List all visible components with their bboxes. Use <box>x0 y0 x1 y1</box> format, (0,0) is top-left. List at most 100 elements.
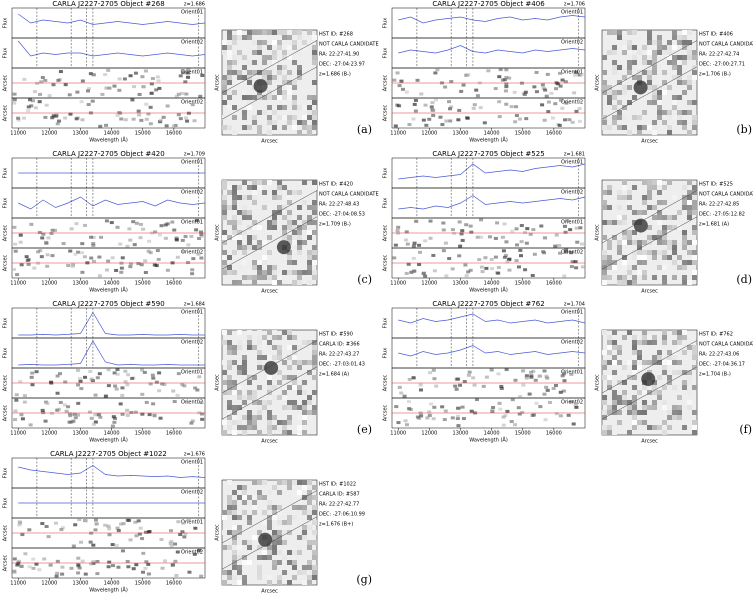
noise <box>458 383 463 387</box>
cutout-pixel <box>247 60 252 65</box>
cutout-pixel <box>247 80 252 85</box>
cutout-pixel <box>222 390 227 395</box>
cutout-pixel <box>637 260 642 265</box>
cutout-pixel <box>242 125 247 130</box>
noise <box>415 415 420 419</box>
cutout-pixel <box>267 120 272 125</box>
noise <box>443 85 448 89</box>
cutout-pixel <box>287 375 292 380</box>
cutout-pixel <box>602 85 607 90</box>
noise <box>161 115 166 119</box>
cutout-pixel <box>247 515 252 520</box>
cutout-pixel <box>232 195 237 200</box>
noise <box>171 389 176 393</box>
noise <box>448 119 453 123</box>
cutout-pixel <box>607 365 612 370</box>
noise <box>427 410 432 414</box>
x-tick-label: 16000 <box>166 131 182 137</box>
cutout-pixel <box>662 185 667 190</box>
cutout-pixel <box>622 105 627 110</box>
x-tick-label: 15000 <box>515 281 531 287</box>
cutout-pixel <box>272 385 277 390</box>
cutout-pixel <box>307 205 312 210</box>
cutout-pixel <box>602 275 607 280</box>
noise <box>115 372 120 376</box>
cutout-pixel <box>232 505 237 510</box>
cutout-pixel <box>307 230 312 235</box>
x-tick-label: 16000 <box>546 131 562 137</box>
noise <box>185 71 190 75</box>
noise <box>531 228 536 232</box>
cutout-pixel <box>672 75 677 80</box>
noise <box>464 223 469 227</box>
noise <box>68 412 73 416</box>
cutout-pixel <box>272 335 277 340</box>
cutout-pixel <box>252 50 257 55</box>
noise <box>125 413 130 417</box>
y-axis-label: Arcsec <box>215 74 221 91</box>
noise <box>464 274 469 278</box>
cutout-pixel <box>607 270 612 275</box>
x-axis-label: Wavelength (Å) <box>469 137 508 144</box>
cutout-pixel <box>602 425 607 430</box>
noise <box>407 123 412 127</box>
cutout-pixel <box>612 340 617 345</box>
noise <box>112 84 117 88</box>
noise <box>181 521 186 525</box>
cutout-pixel <box>302 565 307 570</box>
cutout-pixel <box>282 230 287 235</box>
noise <box>456 414 461 418</box>
noise <box>103 394 108 398</box>
cutout-pixel <box>247 520 252 525</box>
cutout-pixel <box>262 550 267 555</box>
noise <box>165 268 170 272</box>
cutout-pixel <box>257 180 262 185</box>
cutout-pixel <box>672 275 677 280</box>
noise <box>538 405 543 409</box>
cutout-pixel <box>642 330 647 335</box>
x-axis-label: Arcsec <box>641 139 658 145</box>
noise <box>415 78 420 82</box>
noise <box>540 103 545 107</box>
cutout-pixel <box>302 105 307 110</box>
cutout-pixel <box>232 500 237 505</box>
noise <box>563 250 568 254</box>
cutout-pixel <box>692 65 697 70</box>
redshift: z=1.686 <box>184 2 205 8</box>
noise <box>110 543 115 547</box>
cutout-pixel <box>227 90 232 95</box>
cutout-pixel <box>652 275 657 280</box>
noise <box>395 71 400 75</box>
cutout-pixel <box>672 240 677 245</box>
orient-label: Orient01 <box>561 70 583 76</box>
cutout-pixel <box>312 80 317 85</box>
cutout-pixel <box>237 530 242 535</box>
cutout-pixel <box>267 275 272 280</box>
cutout-pixel <box>287 480 292 485</box>
cutout-pixel <box>227 425 232 430</box>
y-axis-label: Arcsec <box>215 524 221 541</box>
cutout-pixel <box>242 400 247 405</box>
cutout-pixel <box>632 400 637 405</box>
noise <box>565 219 570 223</box>
cutout-pixel <box>272 375 277 380</box>
cutout-pixel <box>652 335 657 340</box>
cutout-pixel <box>252 375 257 380</box>
cutout-pixel <box>307 105 312 110</box>
noise <box>149 82 154 86</box>
cutout-pixel <box>242 355 247 360</box>
noise <box>456 118 461 122</box>
noise <box>419 92 424 96</box>
panel-title: CARLA J2227-2705 Object #762 <box>432 300 544 308</box>
cutout-pixel <box>302 420 307 425</box>
y-axis-label: Arcsec <box>595 374 601 391</box>
cutout-pixel <box>312 345 317 350</box>
noise <box>171 563 176 567</box>
noise <box>13 242 18 246</box>
noise <box>94 522 99 526</box>
cutout-pixel <box>307 255 312 260</box>
cutout-pixel <box>267 550 272 555</box>
cutout-pixel <box>247 240 252 245</box>
cutout-pixel <box>282 95 287 100</box>
cutout-pixel <box>237 525 242 530</box>
